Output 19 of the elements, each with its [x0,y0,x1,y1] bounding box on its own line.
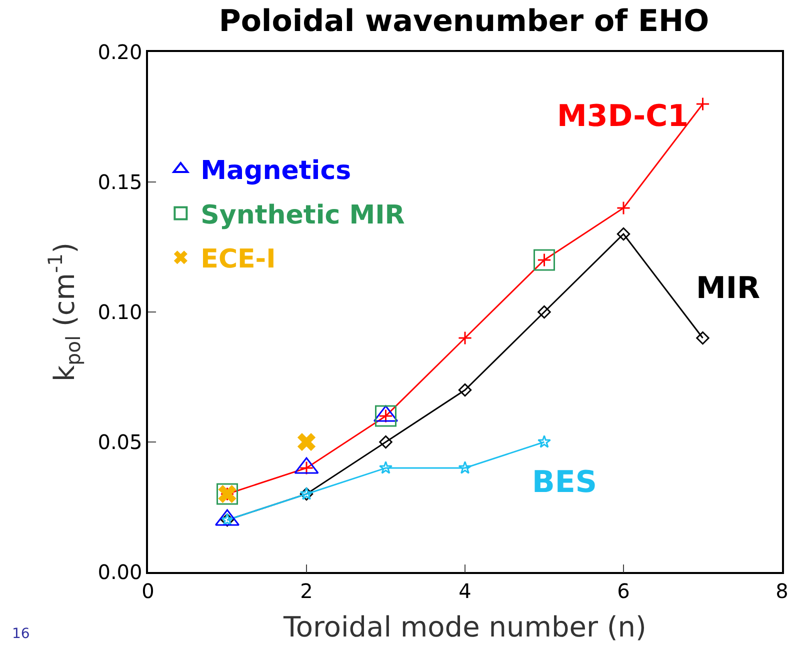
series-label: MIR [696,271,760,306]
legend-label: ECE-I [200,244,276,275]
series-label: BES [532,465,597,500]
x-tick-label: 0 [142,578,154,603]
legend-label: Magnetics [200,156,352,186]
x-tick-label: 4 [458,578,472,603]
x-tick-label: 8 [776,578,788,603]
y-tick-label: 0.00 [98,560,142,584]
x-axis-title: Toroidal mode number (n) [282,610,646,644]
x-tick-label: 6 [617,578,630,603]
legend-label: Synthetic MIR [200,200,405,230]
y-tick-label: 0.10 [98,300,142,324]
x-tick-label: 2 [300,578,313,603]
y-tick-label: 0.20 [98,40,142,64]
y-tick-label: 0.05 [98,430,142,454]
text: 16 [12,626,30,642]
chart-title: Poloidal wavenumber of EHO [218,4,710,40]
series-label: M3D-C1 [557,99,689,134]
y-tick-label: 0.15 [98,170,142,194]
